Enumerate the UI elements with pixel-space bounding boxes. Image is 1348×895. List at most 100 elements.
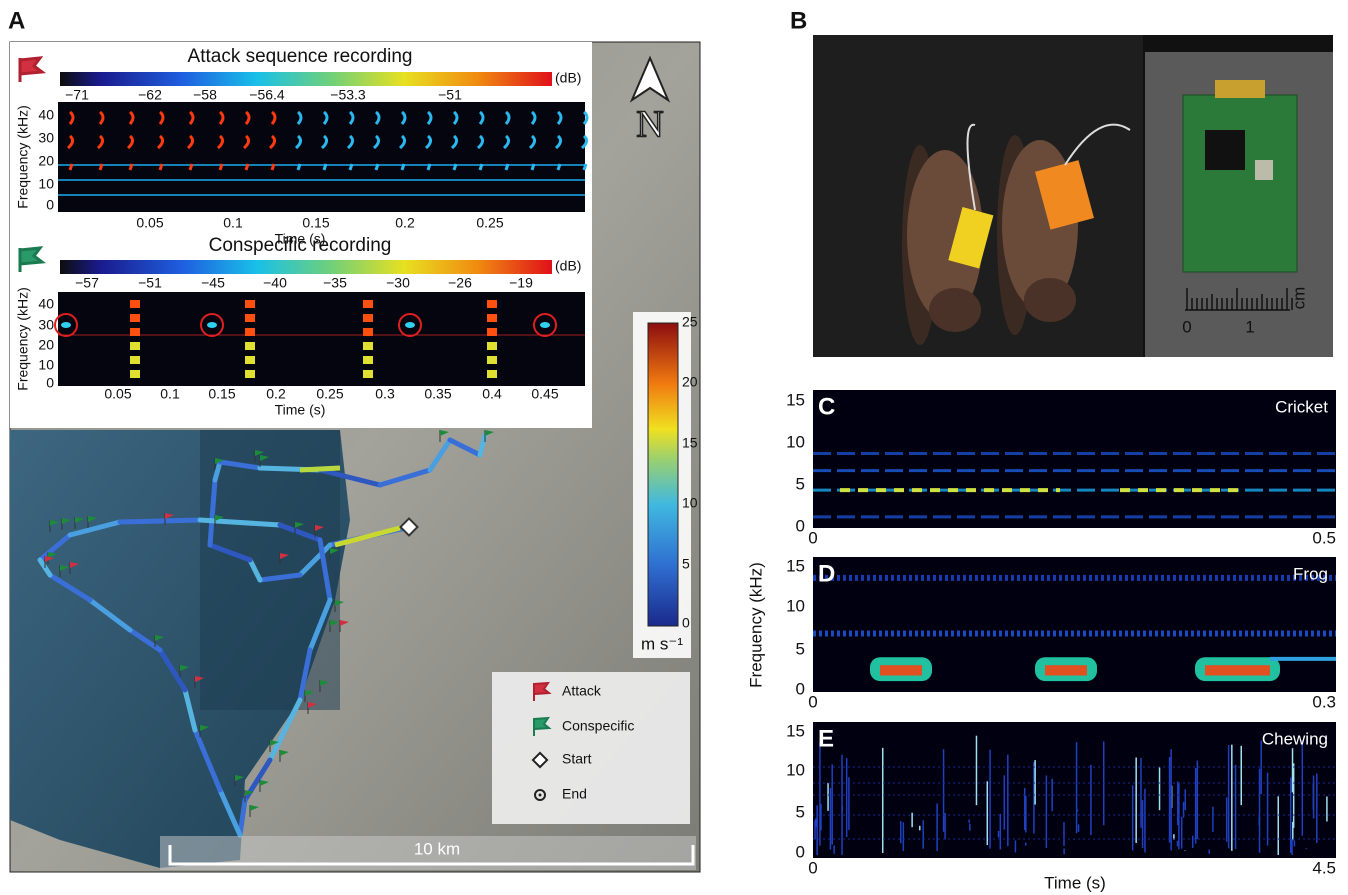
pcb-connector	[1215, 80, 1265, 98]
call	[245, 328, 255, 336]
x-tick-label: 0.3	[1312, 692, 1336, 711]
antenna	[966, 123, 1131, 211]
x-tick-label: 0	[808, 528, 817, 547]
colorbar-tick-label: 15	[682, 435, 698, 451]
call	[487, 370, 497, 378]
track-segment	[157, 647, 188, 693]
flag	[245, 790, 254, 796]
panel-label: C	[818, 393, 835, 420]
legend-icon	[534, 789, 546, 801]
highlight	[533, 313, 557, 337]
flag	[75, 517, 84, 523]
colorbar-tick-label: −71	[65, 87, 89, 103]
x-tick-label: 0.1	[160, 386, 180, 402]
flag	[305, 690, 314, 696]
call	[398, 110, 407, 171]
track-segment	[447, 437, 483, 458]
call	[502, 110, 511, 171]
spectrogram	[813, 722, 1336, 858]
conspecific-icon	[18, 246, 47, 272]
colorbar-tick-label: −51	[438, 87, 462, 103]
highlight	[200, 313, 224, 337]
call	[450, 110, 459, 171]
y-tick-label: 30	[38, 130, 54, 146]
call	[424, 110, 433, 171]
call	[363, 370, 373, 378]
call	[130, 356, 140, 364]
colorbar-tick-label: −26	[448, 275, 472, 291]
flag	[308, 702, 317, 708]
spectrogram-title: Conspecific recording	[209, 235, 392, 256]
y-tick-label: 0	[796, 516, 805, 535]
call	[540, 322, 550, 328]
call	[476, 110, 485, 171]
track-segment	[317, 467, 383, 488]
flag	[485, 430, 494, 436]
y-axis-label: Frequency (kHz)	[15, 105, 31, 208]
call	[487, 356, 497, 364]
x-tick-label: 0.25	[476, 215, 503, 231]
x-tick-label: 0.35	[424, 386, 451, 402]
call	[242, 110, 251, 171]
colorbar-tick-label: −40	[263, 275, 287, 291]
track-segment	[307, 597, 333, 653]
call	[245, 356, 255, 364]
call	[130, 328, 140, 336]
panel-name: Chewing	[1262, 729, 1328, 748]
legend-icon	[538, 793, 542, 797]
flag	[235, 775, 244, 781]
colorbar-tick-label: −35	[323, 275, 347, 291]
colorbar	[60, 72, 552, 86]
track-segment	[334, 525, 401, 548]
call	[487, 342, 497, 350]
call	[580, 110, 589, 171]
x-axis-label: Time (s)	[1044, 873, 1106, 892]
speed-colorbar	[647, 322, 679, 627]
y-tick-label: 5	[796, 802, 805, 821]
x-tick-label: 0.3	[375, 386, 395, 402]
flag	[70, 562, 79, 568]
track-segment	[67, 519, 123, 538]
colorbar-unit: (dB)	[555, 70, 581, 86]
y-axis-label: Frequency (kHz)	[15, 287, 31, 390]
y-tick-label: 20	[38, 337, 54, 353]
panel-label: B	[790, 7, 807, 34]
y-tick-label: 10	[38, 176, 54, 192]
call	[245, 342, 255, 350]
call	[880, 665, 922, 676]
track-segment	[182, 687, 198, 733]
track-segment	[477, 432, 488, 458]
pcb	[1182, 94, 1298, 273]
call	[294, 110, 303, 171]
x-tick-label: 0.2	[266, 386, 286, 402]
bat-body	[907, 150, 983, 320]
track-segment	[277, 522, 323, 543]
y-tick-label: 15	[786, 390, 805, 409]
flag	[335, 600, 344, 606]
x-tick-label: 0.25	[316, 386, 343, 402]
flag	[195, 676, 204, 682]
attack-icon	[18, 56, 47, 82]
track-segment	[212, 459, 223, 483]
panel-name: Frog	[1293, 564, 1328, 583]
legend-icon	[533, 681, 552, 701]
colorbar-tick-label: −19	[509, 275, 533, 291]
highlight	[398, 313, 422, 337]
track-segment	[207, 477, 218, 548]
track-segment	[237, 797, 248, 838]
track-segment	[217, 459, 263, 471]
call	[554, 110, 563, 171]
x-tick-label: 0.15	[302, 215, 329, 231]
y-tick-label: 40	[38, 296, 54, 312]
flag	[320, 680, 329, 686]
call	[528, 110, 537, 171]
flag	[45, 556, 54, 562]
x-tick-label: 0	[808, 692, 817, 711]
track-segment	[257, 572, 303, 583]
call	[1205, 665, 1270, 676]
call	[61, 322, 71, 328]
call	[363, 300, 373, 308]
call	[130, 370, 140, 378]
call	[186, 110, 195, 171]
